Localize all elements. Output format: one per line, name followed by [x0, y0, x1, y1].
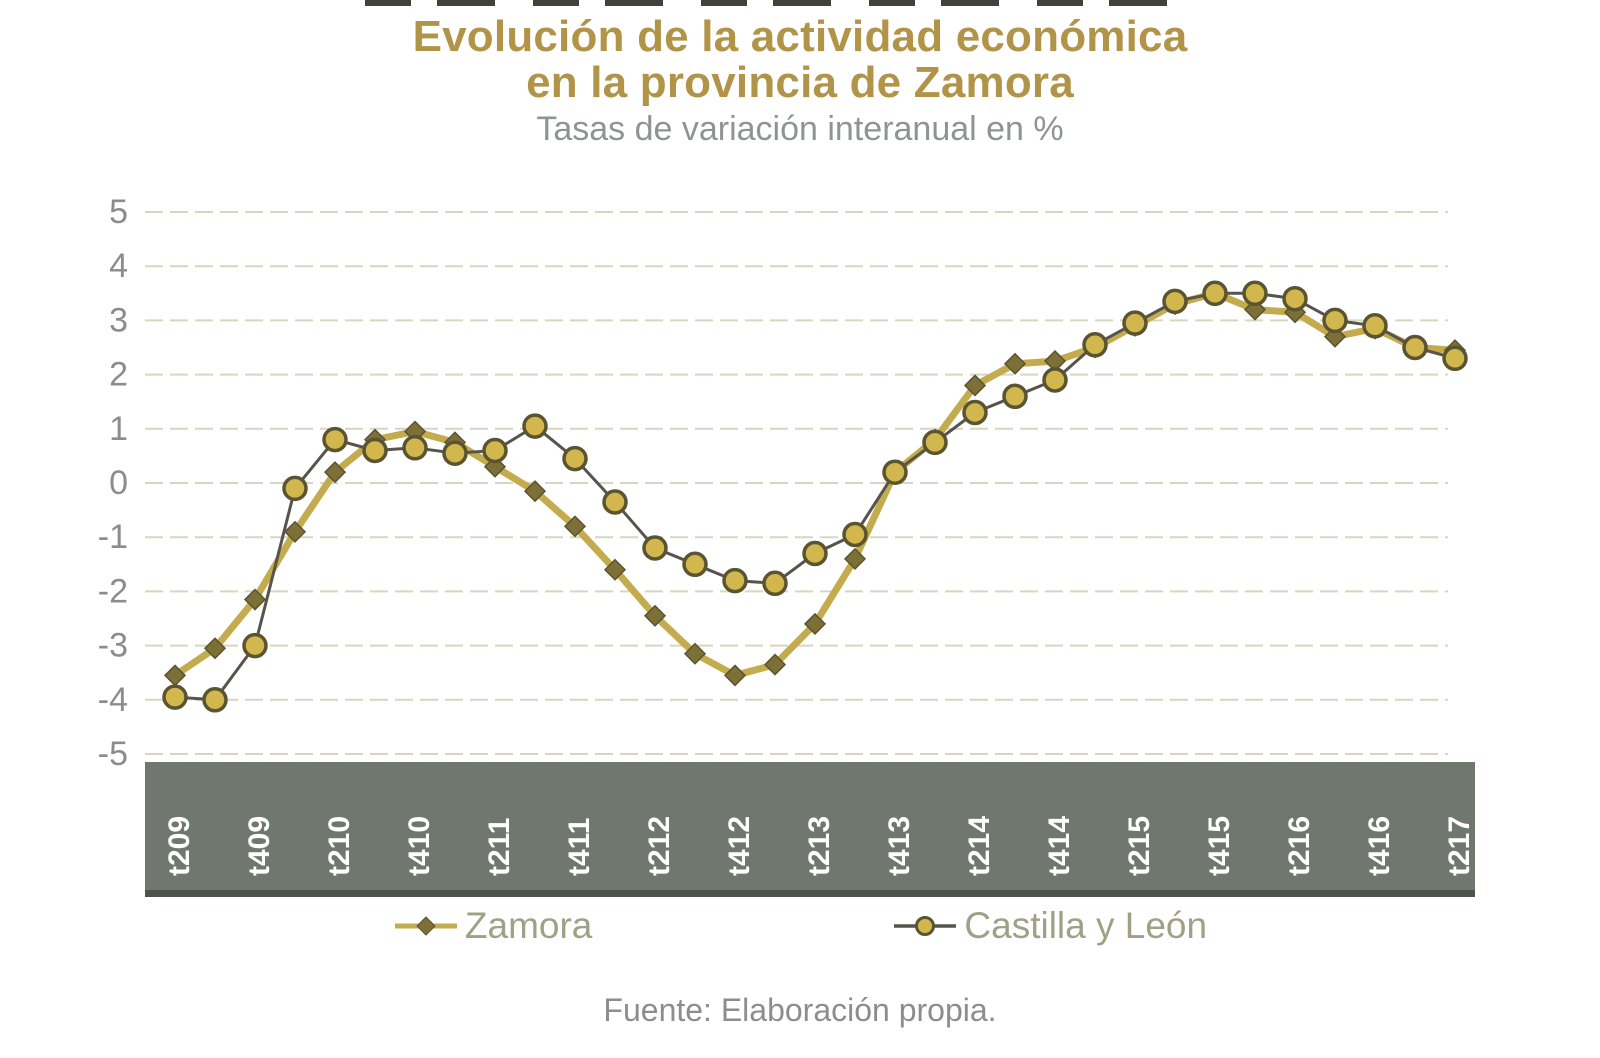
legend-item-zamora: Zamora — [393, 905, 592, 947]
castilla-circle-marker — [682, 551, 708, 578]
castilla-circle-marker — [1362, 313, 1388, 339]
x-axis-band: t209 t409 t210 t410 t211 t411 t212 t412 t213 t413… — [145, 762, 1476, 897]
x-axis-label: t210 — [323, 816, 356, 876]
zamora-diamond-marker — [843, 547, 867, 570]
x-axis-label: t413 — [883, 816, 916, 876]
chart-title-line1: Evolución de la actividad económica — [412, 12, 1188, 61]
zamora-diamond-marker — [763, 653, 787, 676]
x-axis-label: t214 — [963, 816, 996, 876]
legend-item-castilla-y-leon: Castilla y León — [892, 905, 1207, 947]
zamora-diamond-marker — [1003, 352, 1027, 375]
x-axis-label: t209 — [163, 816, 196, 876]
zamora-diamond-marker — [683, 642, 707, 665]
x-axis-label: t217 — [1443, 816, 1476, 876]
y-tick-label: -5 — [98, 735, 128, 773]
castilla-circle-marker — [1002, 383, 1028, 410]
castilla-circle-marker — [842, 521, 868, 548]
x-axis-label: t212 — [643, 816, 676, 876]
legend-label-castilla-y-leon: Castilla y León — [964, 905, 1208, 946]
castilla-circle-marker — [962, 399, 988, 426]
zamora-diamond-icon — [394, 916, 457, 936]
castilla-circle-marker — [922, 429, 948, 456]
castilla-circle-marker — [722, 567, 748, 594]
castilla-circle-marker — [322, 426, 348, 453]
castilla-circle-marker — [1242, 280, 1268, 307]
castilla-circle-marker — [482, 437, 508, 464]
castilla-circle-marker — [1042, 367, 1068, 393]
y-tick-label: 2 — [109, 356, 128, 394]
zamora-diamond-marker — [523, 480, 547, 503]
castilla-circle-marker — [402, 435, 428, 461]
y-tick-label: 4 — [109, 247, 128, 285]
castilla-circle-marker — [362, 437, 388, 464]
y-tick-label: -2 — [98, 572, 128, 610]
zamora-diamond-marker — [803, 612, 827, 635]
zamora-diamond-marker — [563, 515, 587, 538]
zamora-diamond-marker — [963, 374, 987, 397]
zamora-diamond-marker — [323, 461, 347, 484]
gridlines — [145, 211, 1448, 755]
castilla-circle-marker — [1202, 280, 1228, 307]
castilla-circle-icon — [894, 916, 957, 936]
castilla-circle-marker — [522, 413, 548, 439]
x-axis-label: t213 — [803, 816, 836, 876]
y-tick-label: 3 — [109, 301, 128, 339]
series-castilla-y-leon-line — [174, 291, 1456, 702]
title-block: Evolución de la actividad económica en l… — [0, 14, 1600, 147]
chart-title-line2: en la provincia de Zamora — [526, 57, 1074, 107]
castilla-circle-marker — [162, 684, 188, 710]
zamora-diamond-marker — [283, 520, 307, 543]
x-axis-label: t216 — [1283, 816, 1316, 876]
x-axis-label: t409 — [243, 816, 276, 876]
castilla-circle-marker — [282, 475, 308, 502]
y-tick-label: -1 — [98, 518, 128, 556]
x-axis-label: t411 — [563, 818, 596, 876]
x-axis-label: t414 — [1043, 816, 1076, 876]
castilla-circle-marker — [202, 687, 228, 713]
x-axis-label: t211 — [483, 818, 516, 876]
castilla-circle-marker — [562, 445, 588, 472]
zamora-diamond-marker — [203, 637, 227, 660]
y-axis-tick-labels: 5 4 3 2 1 0 -1 -2 -3 -4 -5 — [98, 193, 128, 773]
x-axis-label: t415 — [1203, 816, 1236, 876]
y-tick-label: 5 — [109, 193, 128, 231]
y-tick-label: -3 — [98, 627, 128, 665]
y-tick-label: 1 — [109, 410, 128, 448]
castilla-circle-marker — [802, 540, 828, 567]
castilla-circle-marker — [242, 632, 268, 659]
castilla-circle-marker — [1082, 332, 1108, 358]
chart-subtitle: Tasas de variación interanual en % — [536, 109, 1064, 148]
castilla-circle-marker — [1122, 310, 1148, 336]
x-axis-label: t412 — [723, 816, 756, 876]
chart-legend: Zamora Castilla y León — [0, 905, 1600, 947]
castilla-circle-marker — [1402, 334, 1428, 361]
legend-label-zamora: Zamora — [464, 905, 593, 946]
zamora-diamond-marker — [603, 558, 627, 581]
x-axis-label: t416 — [1363, 816, 1396, 876]
series-castilla-y-leon-markers — [162, 280, 1468, 713]
castilla-circle-marker — [1442, 345, 1468, 372]
y-tick-label: -4 — [98, 681, 128, 719]
y-tick-label: 0 — [109, 464, 128, 502]
source-note: Fuente: Elaboración propia. — [603, 992, 997, 1028]
zamora-diamond-marker — [643, 604, 667, 627]
x-axis-label: t215 — [1123, 816, 1156, 876]
castilla-circle-marker — [442, 440, 468, 466]
castilla-circle-marker — [1162, 288, 1188, 315]
zamora-diamond-marker — [243, 588, 267, 611]
castilla-circle-marker — [1282, 285, 1308, 312]
x-axis-band-bg — [145, 762, 1475, 890]
x-axis-band-edge — [145, 890, 1475, 897]
top-crop-artifact — [365, 0, 1195, 6]
castilla-circle-marker — [642, 535, 668, 561]
x-axis-label: t410 — [403, 816, 436, 876]
castilla-circle-marker — [882, 459, 908, 485]
castilla-circle-marker — [1322, 307, 1348, 334]
zamora-diamond-marker — [723, 664, 747, 687]
castilla-circle-marker — [762, 570, 788, 597]
series-zamora-markers — [163, 282, 1467, 687]
castilla-circle-marker — [602, 489, 628, 515]
